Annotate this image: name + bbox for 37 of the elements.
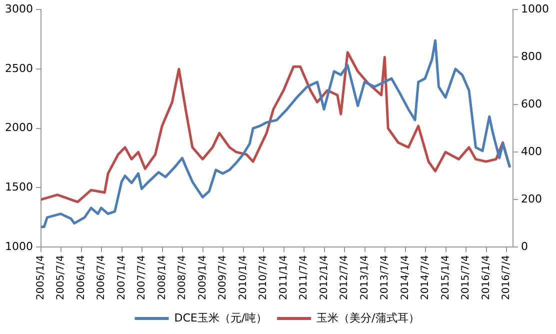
x-tick-label: 2014/1/4 [400, 255, 411, 300]
x-tick-label: 2008/7/4 [177, 255, 188, 300]
y-tick-label: 2500 [4, 62, 33, 75]
y-tick-label: 2000 [4, 121, 33, 134]
x-tick-label: 2013/7/4 [380, 255, 391, 300]
x-tick-label: 2005/1/4 [36, 255, 47, 300]
x-tick-label: 2008/1/4 [156, 255, 168, 300]
x-tick-label: 2013/1/4 [360, 255, 370, 300]
x-tick-label: 2010/7/4 [258, 255, 270, 300]
y2-tick-label: 0 [521, 240, 528, 253]
y-tick-label: 1000 [4, 240, 33, 253]
y-tick-label: 3000 [4, 2, 33, 16]
y2-tick-label: 600 [521, 97, 542, 110]
x-tick-label: 2015/7/4 [460, 255, 472, 300]
x-tick-label: 2011/7/4 [298, 255, 310, 300]
x-tick-label: 2009/1/4 [198, 255, 209, 300]
x-tick-label: 2009/7/4 [218, 255, 229, 300]
x-tick-label: 2011/1/4 [278, 255, 290, 300]
x-tick-label: 2015/1/4 [440, 255, 452, 300]
x-tick-label: 2007/1/4 [116, 255, 128, 300]
legend-label: DCE玉米（元/吨） [174, 311, 268, 324]
x-tick-label: 2016/1/4 [480, 255, 492, 300]
x-tick-label: 2012/1/4 [318, 255, 330, 300]
y2-tick-label: 1000 [521, 2, 550, 16]
x-tick-label: 2012/7/4 [339, 255, 350, 300]
y2-tick-label: 800 [521, 50, 542, 63]
y2-tick-label: 400 [521, 144, 542, 158]
x-tick-label: 2007/7/4 [136, 255, 148, 300]
x-tick-label: 2006/1/4 [76, 255, 88, 300]
x-tick-label: 2006/7/4 [96, 255, 108, 300]
legend-label: 玉米（美分/蒲式耳） [316, 311, 420, 324]
x-tick-label: 2016/7/4 [501, 255, 512, 300]
x-tick-label: 2010/1/4 [238, 255, 250, 300]
y2-tick-label: 200 [521, 192, 542, 206]
x-tick-label: 2014/7/4 [420, 255, 432, 300]
y-tick-label: 1500 [4, 180, 33, 194]
x-tick-label: 2005/7/4 [56, 255, 67, 300]
